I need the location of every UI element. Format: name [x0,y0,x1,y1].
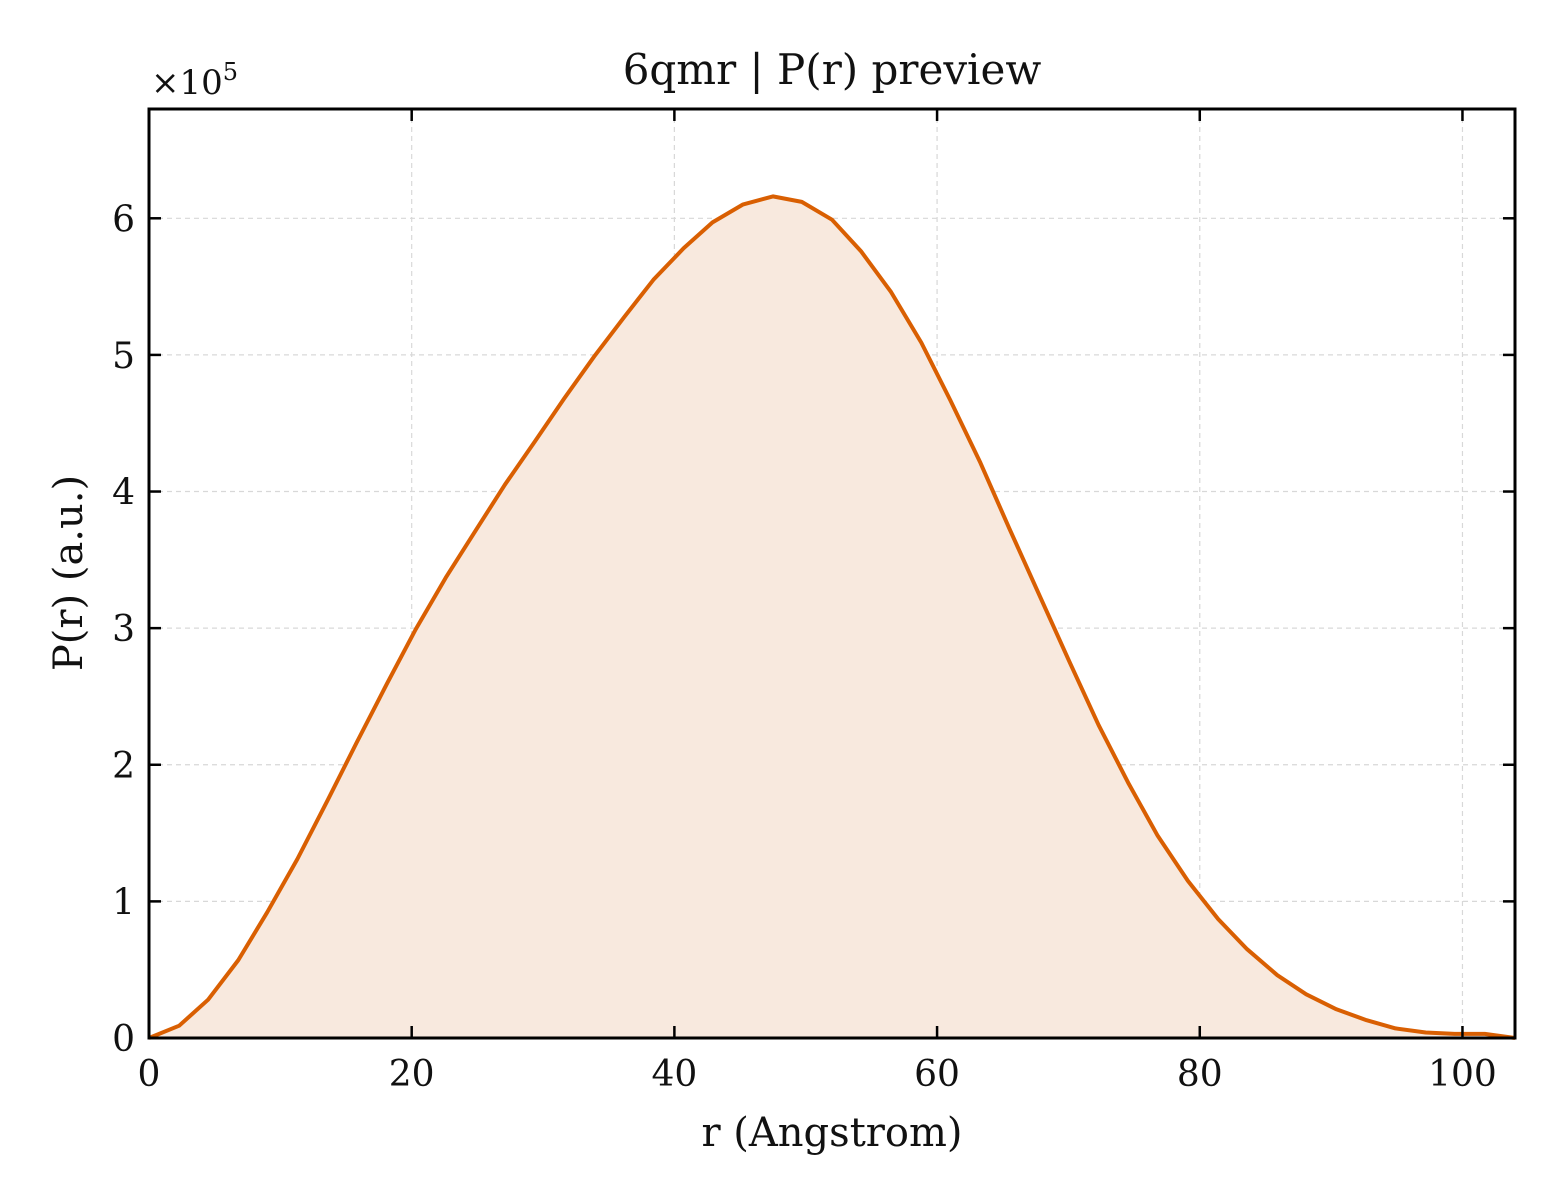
y-scale-multiplier: ×105 [151,58,238,103]
x-tick-label: 0 [138,1054,161,1095]
x-tick-label: 20 [389,1054,435,1095]
y-scale-prefix: ×10 [151,63,223,103]
x-tick-label: 40 [651,1054,697,1095]
y-tick-label: 6 [112,199,135,240]
x-tick-label: 80 [1177,1054,1223,1095]
area-fill [149,196,1515,1038]
y-axis-label: P(r) (a.u.) [46,475,92,671]
plot-frame [147,107,1517,1040]
y-tick-label: 4 [112,473,135,514]
y-tick-label: 3 [112,609,135,650]
y-tick-label: 0 [112,1019,135,1060]
x-tick-label: 100 [1428,1054,1497,1095]
chart-title: 6qmr | P(r) preview [623,45,1042,94]
y-tick-label: 2 [112,746,135,787]
x-ticks: 0 20 40 60 80 100 [138,109,1497,1095]
x-tick-label: 60 [914,1054,960,1095]
series-line [148,194,1516,1040]
y-scale-exponent: 5 [223,58,238,86]
y-ticks: 0 1 2 3 4 5 6 [112,199,1515,1060]
y-tick-label: 1 [112,882,135,923]
y-tick-label: 5 [112,336,135,377]
x-axis-label: r (Angstrom) [701,1110,962,1156]
